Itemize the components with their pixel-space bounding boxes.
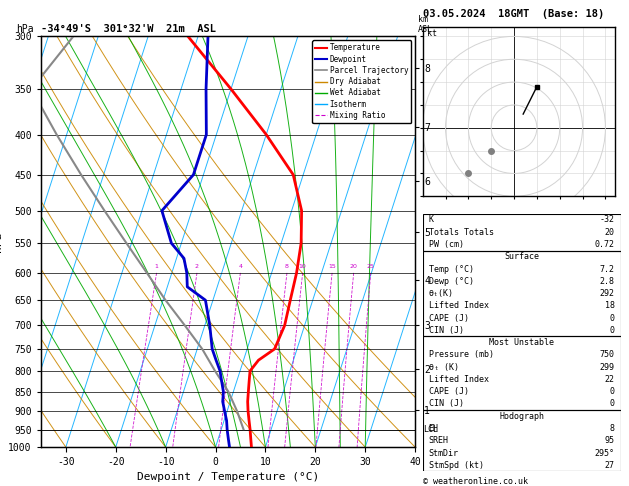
Text: 27: 27: [605, 461, 615, 470]
Text: 20: 20: [605, 228, 615, 237]
Text: PW (cm): PW (cm): [428, 240, 464, 249]
Text: LCL: LCL: [423, 425, 438, 434]
Text: Surface: Surface: [504, 252, 539, 261]
Text: Dewp (°C): Dewp (°C): [428, 277, 474, 286]
Text: 1: 1: [155, 264, 159, 269]
Text: Temp (°C): Temp (°C): [428, 264, 474, 274]
Text: CAPE (J): CAPE (J): [428, 313, 469, 323]
Text: 295°: 295°: [595, 449, 615, 457]
Text: CIN (J): CIN (J): [428, 399, 464, 408]
Text: Lifted Index: Lifted Index: [428, 375, 489, 384]
Text: 0: 0: [610, 399, 615, 408]
Text: StmDir: StmDir: [428, 449, 459, 457]
Text: θₜ (K): θₜ (K): [428, 363, 459, 372]
Text: -32: -32: [600, 215, 615, 225]
Text: 7.2: 7.2: [600, 264, 615, 274]
Text: 10: 10: [299, 264, 306, 269]
Text: kt: kt: [427, 30, 437, 38]
Text: 03.05.2024  18GMT  (Base: 18): 03.05.2024 18GMT (Base: 18): [423, 9, 604, 19]
Text: K: K: [428, 215, 433, 225]
Text: Pressure (mb): Pressure (mb): [428, 350, 494, 359]
Text: 299: 299: [600, 363, 615, 372]
Text: CAPE (J): CAPE (J): [428, 387, 469, 396]
Text: 750: 750: [600, 350, 615, 359]
Text: 25: 25: [367, 264, 375, 269]
Text: 15: 15: [328, 264, 336, 269]
Text: StmSpd (kt): StmSpd (kt): [428, 461, 484, 470]
Bar: [423, 251, 621, 336]
Text: EH: EH: [428, 424, 438, 433]
Legend: Temperature, Dewpoint, Parcel Trajectory, Dry Adiabat, Wet Adiabat, Isotherm, Mi: Temperature, Dewpoint, Parcel Trajectory…: [312, 40, 411, 123]
Text: 2: 2: [195, 264, 199, 269]
Text: 4: 4: [238, 264, 242, 269]
Text: 0: 0: [610, 313, 615, 323]
Text: hPa: hPa: [16, 24, 33, 34]
Text: 8: 8: [285, 264, 289, 269]
Text: 2.8: 2.8: [600, 277, 615, 286]
Bar: [423, 410, 621, 471]
Text: 0: 0: [610, 387, 615, 396]
Bar: [423, 214, 621, 251]
Text: Totals Totals: Totals Totals: [428, 228, 494, 237]
Text: 95: 95: [605, 436, 615, 445]
X-axis label: Dewpoint / Temperature (°C): Dewpoint / Temperature (°C): [137, 472, 319, 483]
Text: CIN (J): CIN (J): [428, 326, 464, 335]
Text: θₜ(K): θₜ(K): [428, 289, 454, 298]
Y-axis label: hPa: hPa: [0, 232, 3, 252]
Text: km
ASL: km ASL: [418, 15, 433, 34]
Text: Most Unstable: Most Unstable: [489, 338, 554, 347]
Text: © weatheronline.co.uk: © weatheronline.co.uk: [423, 477, 528, 486]
Text: 0: 0: [610, 326, 615, 335]
Text: SREH: SREH: [428, 436, 448, 445]
Text: 22: 22: [605, 375, 615, 384]
Text: -34°49'S  301°32'W  21m  ASL: -34°49'S 301°32'W 21m ASL: [41, 24, 216, 34]
Text: 18: 18: [605, 301, 615, 311]
Text: Lifted Index: Lifted Index: [428, 301, 489, 311]
Text: Hodograph: Hodograph: [499, 412, 544, 421]
Text: 0.72: 0.72: [595, 240, 615, 249]
Bar: [423, 336, 621, 410]
Text: 20: 20: [350, 264, 358, 269]
Text: 292: 292: [600, 289, 615, 298]
Text: 8: 8: [610, 424, 615, 433]
